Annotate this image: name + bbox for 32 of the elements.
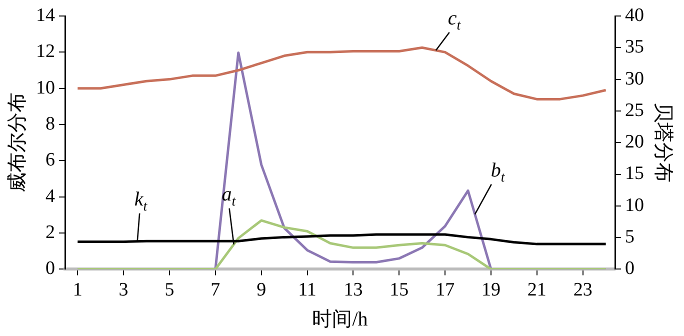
y2-tick-label: 35: [625, 36, 644, 58]
x-tick-label: 23: [573, 280, 592, 301]
x-axis-title: 时间/h: [312, 308, 368, 330]
y-tick-label: 2: [46, 222, 55, 244]
y2-tick-label: 5: [625, 226, 634, 248]
y2-tick-label: 40: [625, 4, 644, 26]
y2-tick-label: 25: [625, 100, 644, 121]
x-tick-label: 11: [298, 280, 316, 301]
x-tick-label: 3: [118, 280, 128, 301]
x-tick-label: 17: [436, 280, 455, 301]
x-tick-label: 5: [164, 280, 174, 301]
x-tick-label: 13: [344, 280, 363, 301]
y2-axis-title: 贝塔分布: [652, 102, 674, 183]
x-tick-label: 21: [527, 280, 546, 301]
y2-tick-label: 0: [625, 258, 634, 280]
y2-tick-label: 15: [625, 163, 644, 184]
x-tick-label: 7: [210, 280, 220, 301]
x-tick-label: 1: [72, 280, 82, 301]
y2-tick-label: 30: [625, 68, 644, 90]
y-axis-title: 威布尔分布: [6, 92, 28, 193]
y-tick-label: 4: [46, 186, 56, 207]
y-tick-label: 14: [36, 4, 56, 26]
y-tick-label: 10: [36, 77, 55, 98]
x-tick-label: 15: [390, 280, 409, 301]
x-tick-label: 9: [256, 280, 266, 301]
y2-tick-label: 20: [625, 132, 644, 153]
x-tick-label: 19: [481, 280, 500, 301]
y-tick-label: 6: [46, 150, 55, 171]
y-tick-label: 12: [36, 41, 55, 62]
y-tick-label: 0: [46, 258, 55, 280]
y2-tick-label: 10: [625, 194, 644, 216]
y-tick-label: 8: [46, 114, 55, 134]
